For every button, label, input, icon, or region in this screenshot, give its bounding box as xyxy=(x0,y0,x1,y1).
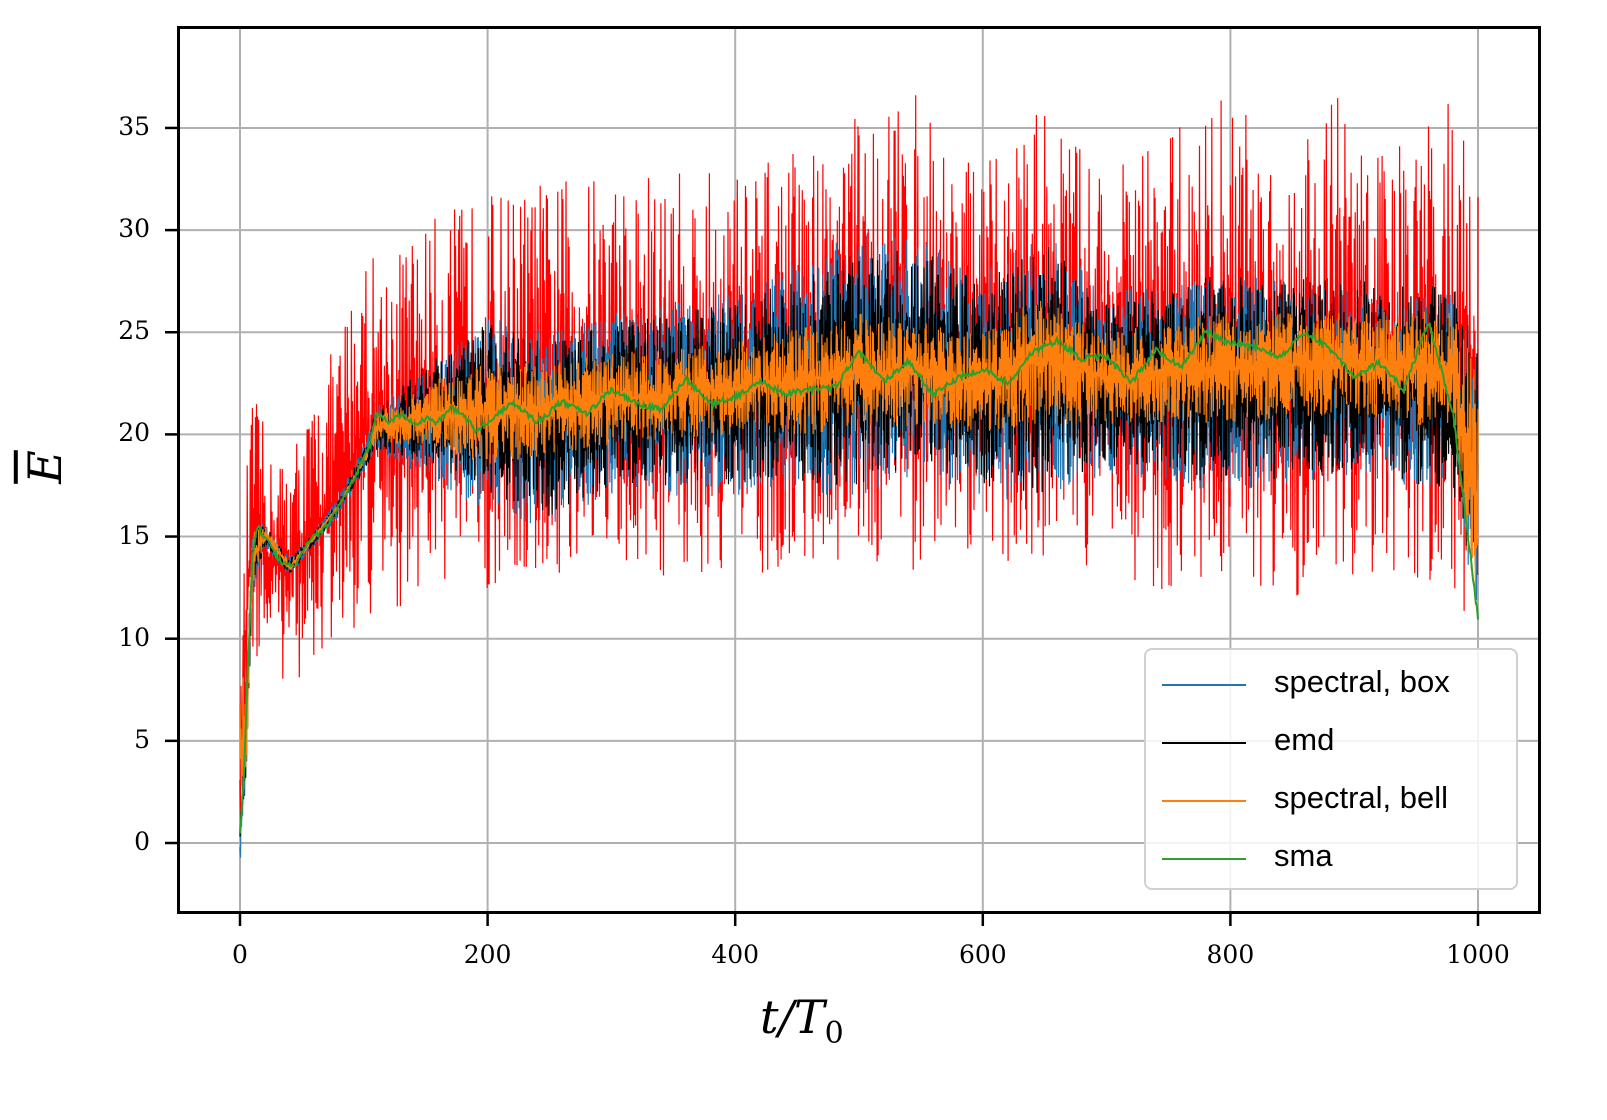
legend: spectral, box emd spectral, bell sma xyxy=(1144,648,1518,890)
legend-swatch xyxy=(1162,684,1246,686)
legend-label: sma xyxy=(1274,838,1333,873)
y-tick-label: 35 xyxy=(118,111,150,141)
x-tick-label: 600 xyxy=(958,940,1007,969)
series-line xyxy=(239,321,1479,834)
y-tick-label: 0 xyxy=(134,827,150,856)
legend-item-spectral-box: spectral, box xyxy=(1146,656,1516,714)
series-line xyxy=(239,300,1479,790)
legend-swatch xyxy=(1162,800,1246,802)
legend-item-emd: emd xyxy=(1146,714,1516,772)
legend-swatch xyxy=(1162,858,1246,860)
plot-series xyxy=(239,95,1479,858)
plot-frame xyxy=(177,26,1541,914)
legend-label: spectral, bell xyxy=(1274,780,1449,815)
legend-label: emd xyxy=(1274,722,1335,757)
y-tick-label: 5 xyxy=(134,724,150,754)
y-tick-label: 25 xyxy=(118,316,150,346)
x-tick-label: 1000 xyxy=(1446,940,1510,969)
legend-swatch xyxy=(1162,742,1246,744)
x-tick-label: 800 xyxy=(1206,940,1255,969)
x-axis-label: t/T0 xyxy=(760,990,844,1052)
legend-item-sma: sma xyxy=(1146,830,1516,888)
x-tick-label: 200 xyxy=(463,940,512,969)
axis-ticks xyxy=(165,126,1480,926)
legend-label: spectral, box xyxy=(1274,664,1450,699)
y-tick-label: 15 xyxy=(118,520,150,550)
y-tick-label: 30 xyxy=(118,214,150,244)
x-tick-label: 0 xyxy=(232,940,248,969)
y-tick-label: 20 xyxy=(118,418,150,448)
y-axis-label: E xyxy=(17,450,72,484)
legend-item-spectral-bell: spectral, bell xyxy=(1146,772,1516,830)
y-tick-label: 10 xyxy=(118,622,150,652)
x-tick-label: 400 xyxy=(711,940,760,969)
